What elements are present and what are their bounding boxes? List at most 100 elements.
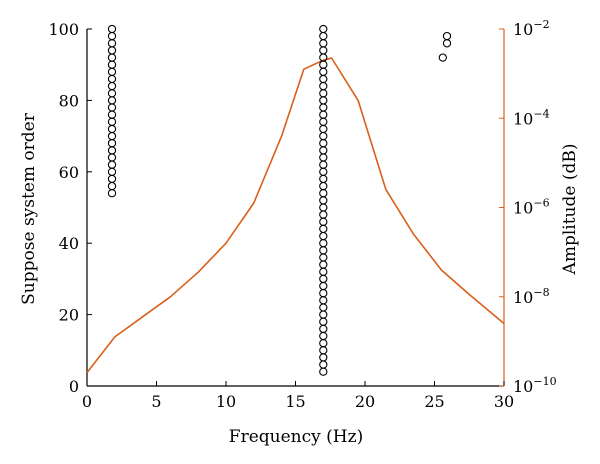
order-marker — [107, 174, 117, 184]
order-marker — [107, 39, 117, 48]
order-marker — [107, 96, 117, 105]
order-marker — [319, 203, 328, 212]
y-left-tick-label: 20 — [59, 306, 79, 325]
y-left-tick-label: 40 — [59, 234, 79, 253]
order-marker — [319, 260, 328, 269]
order-marker — [319, 67, 328, 76]
order-marker — [107, 139, 117, 148]
order-marker — [319, 31, 328, 41]
order-marker — [319, 139, 328, 148]
order-marker — [319, 224, 328, 234]
order-marker — [319, 281, 328, 291]
order-marker — [319, 303, 328, 312]
x-tick-label: 10 — [216, 392, 236, 411]
order-marker — [107, 89, 117, 98]
order-marker — [319, 267, 328, 276]
x-tick-label: 25 — [424, 392, 444, 411]
order-marker — [438, 53, 447, 62]
x-tick-label: 15 — [285, 392, 305, 411]
y-axis-right-label: Amplitude (dB) — [560, 144, 580, 276]
order-marker — [319, 310, 328, 319]
y-axis-left-label: Suppose system order — [19, 112, 39, 305]
order-marker-layer — [107, 24, 452, 376]
order-marker — [319, 153, 328, 162]
order-marker — [107, 31, 117, 41]
order-marker — [319, 231, 328, 241]
order-marker — [319, 103, 328, 112]
order-marker — [319, 96, 328, 105]
order-marker — [319, 210, 328, 219]
order-marker — [319, 360, 328, 369]
order-marker — [107, 81, 117, 91]
y-right-tick-label: 10−2 — [513, 18, 550, 39]
order-marker — [319, 196, 328, 205]
order-marker — [107, 53, 117, 62]
x-axis-label: Frequency (Hz) — [229, 427, 363, 447]
order-marker — [319, 246, 328, 255]
plot-frame — [86, 29, 505, 387]
order-marker — [107, 103, 117, 112]
order-marker — [319, 167, 328, 176]
y-left-tick-label: 100 — [48, 20, 79, 39]
order-marker — [319, 89, 328, 98]
order-marker — [319, 217, 328, 226]
order-marker — [319, 124, 328, 134]
order-marker — [107, 160, 117, 169]
order-marker — [107, 60, 117, 69]
order-marker — [107, 67, 117, 76]
order-marker — [319, 339, 328, 348]
order-marker — [319, 189, 328, 198]
order-marker — [319, 367, 328, 376]
order-marker — [319, 39, 328, 48]
order-marker — [107, 117, 117, 126]
order-marker — [319, 81, 328, 91]
order-marker — [107, 110, 117, 119]
order-marker — [319, 239, 328, 248]
y-left-tick-label: 80 — [59, 91, 79, 110]
order-marker — [319, 60, 328, 69]
order-marker — [107, 146, 117, 155]
order-marker — [319, 324, 328, 334]
order-marker — [319, 24, 328, 34]
order-marker — [107, 167, 117, 176]
order-marker — [107, 74, 117, 84]
order-marker — [319, 353, 328, 362]
order-marker — [319, 46, 328, 55]
y-right-tick-label: 10−8 — [513, 286, 550, 307]
order-marker — [319, 253, 328, 262]
order-marker — [319, 74, 328, 84]
order-marker — [319, 146, 328, 155]
order-marker — [442, 31, 452, 41]
amplitude-line — [86, 57, 505, 374]
order-marker — [107, 181, 117, 191]
order-marker — [107, 189, 117, 198]
order-marker — [319, 331, 328, 341]
order-marker — [319, 174, 328, 184]
order-marker — [107, 124, 117, 134]
order-marker — [107, 46, 117, 55]
order-marker — [107, 131, 117, 141]
x-tick-label: 20 — [355, 392, 375, 411]
x-tick-label: 30 — [494, 392, 514, 411]
order-marker — [107, 153, 117, 162]
order-marker — [319, 117, 328, 126]
order-marker — [319, 289, 328, 298]
x-tick-label: 5 — [151, 392, 161, 411]
order-marker — [319, 181, 328, 191]
amplitude-line-layer — [86, 57, 505, 374]
y-right-tick-label: 10−6 — [513, 197, 550, 218]
order-marker — [319, 110, 328, 119]
order-marker — [319, 131, 328, 141]
y-right-tick-label: 10−4 — [513, 107, 550, 128]
x-tick-label: 0 — [82, 392, 92, 411]
order-marker — [442, 39, 452, 48]
order-marker — [319, 160, 328, 169]
order-marker — [107, 24, 117, 34]
y-right-tick-label: 10−10 — [513, 375, 557, 396]
order-marker — [319, 346, 328, 355]
y-left-tick-label: 0 — [69, 377, 79, 396]
tick-layer: 0 5 10 15 20 25 30 0 20 40 60 80 100 10−10 10−8 10−6 10−… — [48, 18, 556, 411]
y-left-tick-label: 60 — [59, 163, 79, 182]
